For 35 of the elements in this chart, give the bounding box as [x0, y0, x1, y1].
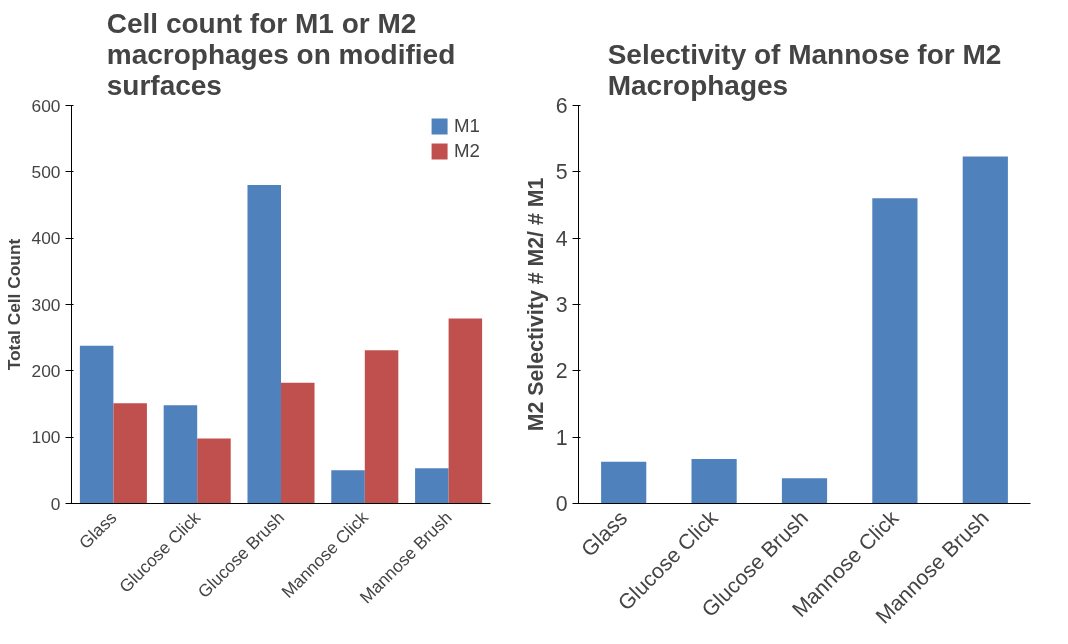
y-tick-label: 6: [555, 94, 568, 118]
y-tick-label: 5: [555, 160, 568, 185]
y-tick-label: 0: [555, 492, 568, 516]
bar: [601, 461, 647, 504]
bar: [962, 156, 1008, 504]
y-tick-label: 3: [555, 293, 568, 317]
bar: [872, 198, 918, 504]
legend-label: M2: [454, 140, 480, 162]
bar: [691, 459, 737, 504]
y-tick-label: 1: [555, 425, 568, 450]
bar: [364, 350, 399, 504]
y-axis-title: M2 Selectivity # M2/ # M1: [523, 177, 548, 432]
y-tick-label: 4: [555, 226, 568, 251]
bar: [281, 382, 315, 504]
bar: [113, 403, 147, 504]
y-tick-label: 0: [50, 493, 61, 514]
y-tick-label: 100: [31, 427, 61, 448]
bar: [247, 185, 281, 504]
y-axis-title: Total Cell Count: [3, 238, 24, 371]
bar: [781, 478, 828, 504]
legend-label: M1: [454, 115, 480, 137]
bar: [331, 470, 365, 504]
bar: [415, 468, 449, 504]
chart-title: Selectivity of Mannose for M2 Macrophages: [607, 38, 1002, 101]
y-tick-label: 200: [31, 360, 61, 381]
bar: [79, 345, 114, 504]
bar: [197, 438, 231, 504]
y-tick-label: 300: [31, 294, 61, 315]
y-tick-label: 2: [555, 359, 568, 384]
y-tick-label: 400: [31, 228, 61, 249]
bar: [448, 318, 483, 504]
bar: [163, 405, 198, 504]
y-tick-label: 500: [31, 161, 61, 182]
y-tick-label: 600: [31, 95, 61, 116]
chart-title: Cell count for M1 or M2 macrophages on modified surfaces: [106, 7, 456, 101]
